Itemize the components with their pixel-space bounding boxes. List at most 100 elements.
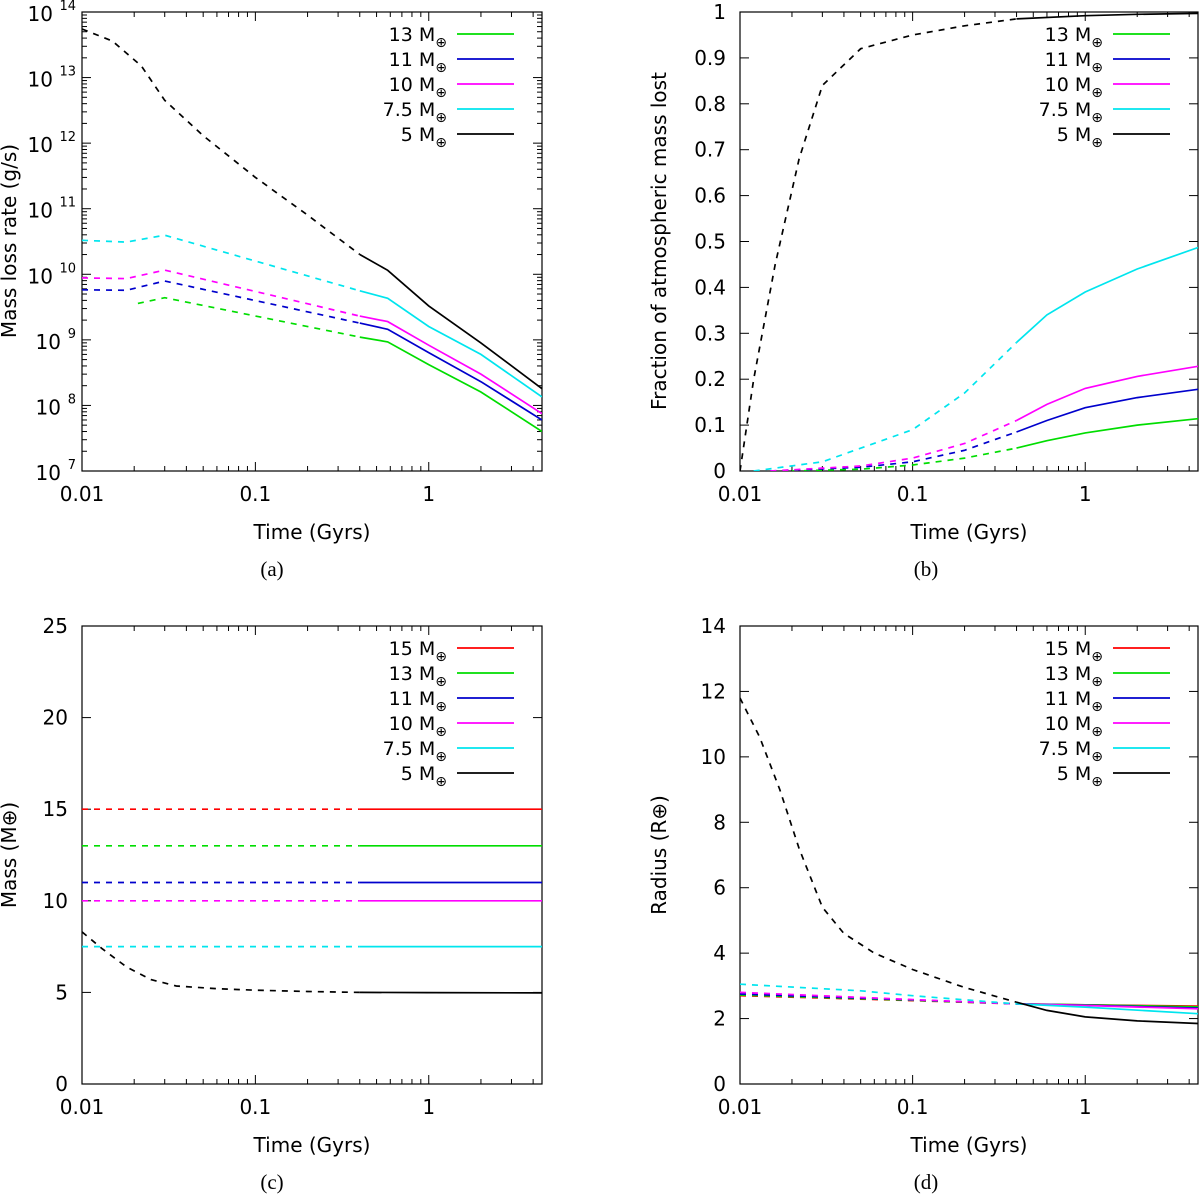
legend-label: 7.5 M⊕	[383, 738, 447, 765]
series-10	[82, 269, 542, 415]
y-tick-label: 0.1	[694, 413, 726, 437]
series-11	[770, 388, 1198, 471]
legend-entry: 13 M⊕	[1045, 663, 1170, 690]
y-tick-base: 10	[36, 461, 61, 485]
y-tick-label: 0.3	[694, 321, 726, 345]
y-tick-label: 15	[43, 797, 68, 821]
legend-label: 5 M⊕	[1057, 124, 1103, 151]
x-tick-label: 0.01	[60, 1095, 105, 1119]
y-axis-label: Fraction of atmospheric mass lost	[647, 72, 671, 410]
legend-label: 5 M⊕	[401, 763, 447, 790]
legend-entry: 10 M⊕	[389, 713, 514, 740]
series-line-solid	[1015, 246, 1198, 344]
legend: 13 M⊕11 M⊕10 M⊕7.5 M⊕5 M⊕	[383, 24, 514, 151]
y-tick-label: 12	[701, 679, 726, 703]
x-tick-label: 1	[422, 482, 435, 506]
legend-entry: 10 M⊕	[1045, 74, 1170, 101]
y-tick-label: 0.6	[694, 184, 726, 208]
y-tick-label: 8	[713, 810, 726, 834]
y-axis-label: Mass loss rate (g/s)	[0, 144, 21, 338]
y-tick-label: 20	[43, 706, 68, 730]
y-tick-exponent: 7	[68, 458, 76, 473]
series-line-dashed	[82, 28, 361, 256]
series-13	[137, 296, 542, 433]
series-5	[82, 931, 542, 994]
series-5	[740, 697, 1198, 1025]
y-tick-label: 0	[713, 459, 726, 483]
series-line-dashed	[740, 18, 1017, 471]
legend-entry: 15 M⊕	[1045, 638, 1170, 665]
x-tick-label: 0.1	[897, 482, 929, 506]
chart-panel-a: 0.01 0.1 1 7 10 8 10 9 10 10 10 11 10 12 10 13 10 14 10 Tim…	[0, 0, 543, 581]
y-tick-label: 7 10	[36, 458, 76, 485]
series-line-dashed	[82, 931, 360, 994]
series-7_5	[82, 234, 542, 398]
legend-label: 10 M⊕	[1045, 713, 1103, 740]
legend-entry: 7.5 M⊕	[383, 99, 514, 126]
legend-label: 7.5 M⊕	[383, 99, 447, 126]
series-line-dashed	[770, 431, 1017, 471]
legend-entry: 10 M⊕	[1045, 713, 1170, 740]
series-line-dashed	[740, 697, 1017, 1004]
legend-label: 11 M⊕	[389, 688, 447, 715]
series-line-dashed	[770, 419, 1017, 471]
y-tick-exponent: 14	[59, 0, 76, 14]
y-tick-label: 0.9	[694, 46, 726, 70]
legend: 13 M⊕11 M⊕10 M⊕7.5 M⊕5 M⊕	[1039, 24, 1170, 151]
legend-entry: 5 M⊕	[401, 763, 514, 790]
x-axis-label: Time (Gyrs)	[253, 520, 371, 544]
x-tick-label: 1	[1079, 1095, 1092, 1119]
y-tick-label: 8 10	[36, 392, 76, 419]
x-tick-label: 0.1	[239, 1095, 271, 1119]
y-tick-base: 10	[28, 68, 53, 92]
x-axis-label: Time (Gyrs)	[253, 1133, 371, 1157]
y-tick-label: 13 10	[28, 65, 76, 92]
y-tick-exponent: 13	[59, 65, 76, 80]
legend-label: 13 M⊕	[389, 663, 447, 690]
y-tick-label: 0	[713, 1072, 726, 1096]
series-line-solid	[359, 322, 542, 421]
y-tick-label: 6	[713, 876, 726, 900]
legend-entry: 11 M⊕	[389, 49, 514, 76]
y-tick-exponent: 9	[68, 327, 76, 342]
legend-label: 5 M⊕	[1057, 763, 1103, 790]
legend-label: 10 M⊕	[389, 713, 447, 740]
y-tick-base: 10	[28, 199, 53, 223]
x-tick-label: 1	[422, 1095, 435, 1119]
y-tick-label: 12 10	[28, 130, 76, 157]
plot-frame	[81, 625, 543, 1085]
y-tick-label: 0.4	[694, 275, 726, 299]
y-tick-label: 1	[713, 0, 726, 24]
x-tick-label: 0.01	[60, 482, 105, 506]
legend-label: 11 M⊕	[1045, 688, 1103, 715]
series-line-solid	[359, 315, 542, 415]
series-line-solid	[1016, 388, 1198, 433]
series-line-solid	[1016, 12, 1198, 20]
y-tick-exponent: 11	[59, 196, 76, 211]
x-tick-label: 0.01	[718, 482, 763, 506]
series-line-solid	[359, 253, 542, 390]
series-line-dashed	[740, 994, 1017, 1005]
series-line-dashed	[82, 269, 360, 317]
y-tick-base: 10	[28, 2, 53, 26]
series-line-dashed	[740, 991, 1017, 1005]
legend-entry: 10 M⊕	[389, 74, 514, 101]
series-line-dashed	[82, 280, 360, 324]
x-tick-label: 0.1	[239, 482, 271, 506]
series-line-solid	[1016, 417, 1198, 449]
series-11	[82, 280, 542, 421]
legend-label: 7.5 M⊕	[1039, 738, 1103, 765]
x-axis-label: Time (Gyrs)	[910, 520, 1028, 544]
y-tick-label: 9 10	[36, 327, 76, 354]
y-tick-base: 10	[28, 133, 53, 157]
legend-entry: 11 M⊕	[1045, 49, 1170, 76]
series-line-dashed	[753, 341, 1018, 471]
series-line-solid	[359, 991, 542, 994]
legend-entry: 7.5 M⊕	[383, 738, 514, 765]
panel-caption: (d)	[914, 1170, 939, 1194]
legend-entry: 11 M⊕	[389, 688, 514, 715]
y-tick-label: 0	[55, 1072, 68, 1096]
